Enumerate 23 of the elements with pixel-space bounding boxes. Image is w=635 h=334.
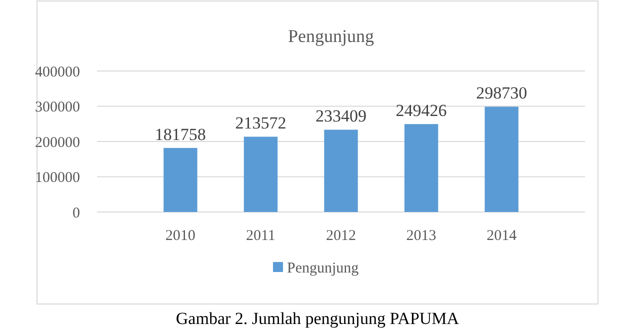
data-label: 233409 [316, 106, 366, 126]
data-label: 181758 [154, 124, 206, 144]
x-tick-label: 2012 [326, 228, 356, 244]
data-label: 213572 [235, 114, 286, 133]
bar [324, 130, 358, 212]
y-tick-label: 100000 [35, 170, 80, 186]
bar [484, 106, 518, 212]
data-label: 249426 [396, 101, 447, 120]
bar [244, 136, 278, 212]
y-tick-label: 200000 [35, 134, 80, 151]
y-tick-label: 0 [72, 205, 80, 222]
x-tick-label: 2010 [165, 228, 196, 244]
y-tick-label: 400000 [35, 64, 80, 80]
chart-title: Pengunjung [288, 26, 374, 46]
x-tick-label: 2014 [486, 228, 518, 244]
legend-label: Pengunjung [287, 260, 360, 276]
bar [404, 124, 438, 212]
x-tick-label: 2013 [406, 228, 436, 244]
y-tick-label: 300000 [35, 100, 80, 116]
data-label: 298730 [476, 84, 528, 103]
x-tick-label: 2011 [246, 228, 276, 244]
text: Gambar 2. Jumlah pengunjung PAPUMA [176, 309, 460, 328]
bar [164, 148, 198, 212]
